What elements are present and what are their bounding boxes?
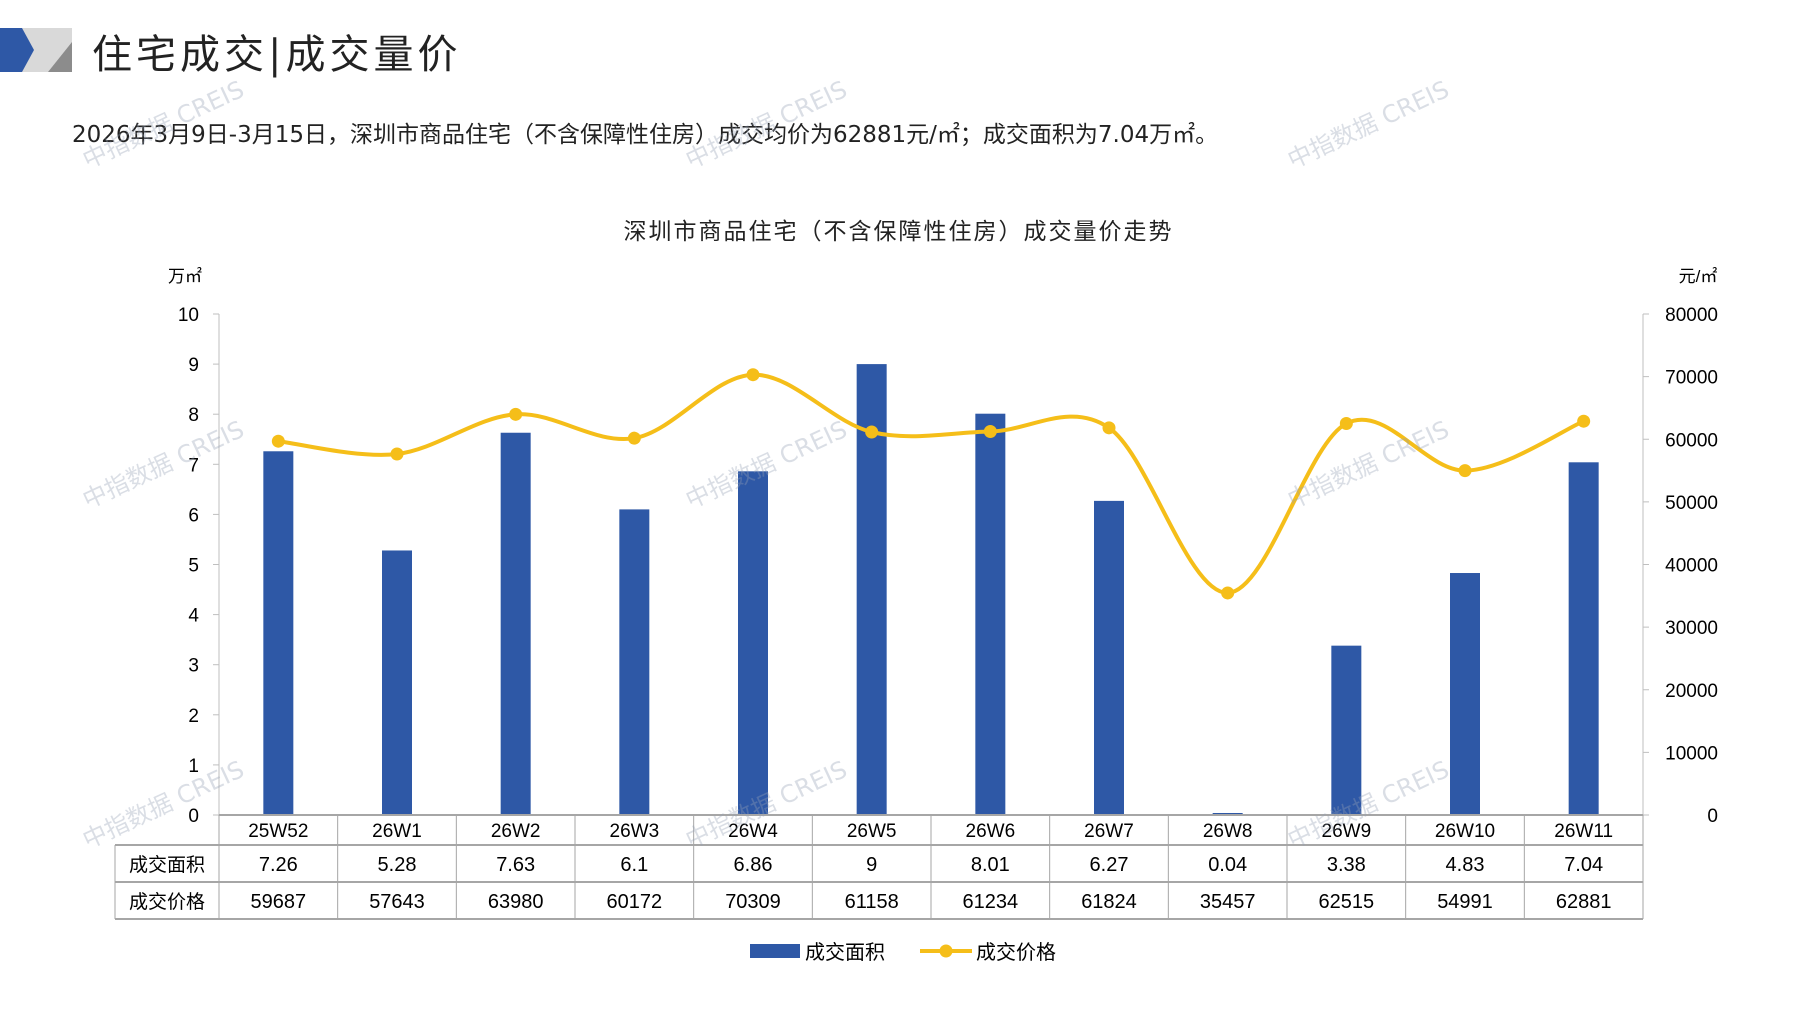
table-area-value: 4.83 [1446, 854, 1485, 876]
price-point-26W8 [1221, 586, 1235, 600]
table-area-value: 6.27 [1090, 854, 1129, 876]
x-tick-label: 26W8 [1203, 821, 1253, 842]
right-tick-label: 70000 [1665, 368, 1718, 389]
price-point-26W1 [390, 447, 404, 461]
legend-label: 成交面积 [805, 941, 885, 964]
right-tick-label: 50000 [1665, 493, 1718, 514]
x-tick-label: 26W6 [966, 821, 1016, 842]
x-tick-label: 26W10 [1435, 821, 1495, 842]
table-price-value: 35457 [1200, 891, 1256, 913]
bar-26W9 [1331, 645, 1362, 815]
table-row-label: 成交价格 [129, 891, 205, 913]
table-price-value: 60172 [607, 891, 663, 913]
price-point-26W9 [1339, 416, 1353, 430]
x-tick-label: 26W7 [1084, 821, 1134, 842]
table-area-value: 7.63 [496, 854, 535, 876]
price-line [278, 372, 1585, 595]
table-area-value: 5.28 [378, 854, 417, 876]
bar-26W11 [1568, 462, 1599, 815]
right-tick-label: 40000 [1665, 556, 1718, 577]
price-point-26W2 [509, 407, 523, 421]
left-tick-label: 3 [188, 656, 199, 677]
bar-26W5 [856, 364, 887, 815]
x-tick-label: 26W5 [847, 821, 897, 842]
price-point-26W4 [746, 368, 760, 382]
left-tick-label: 0 [188, 806, 199, 827]
table-row-label: 成交面积 [129, 854, 205, 876]
left-tick-label: 8 [188, 405, 199, 426]
bar-26W8 [1212, 812, 1243, 815]
table-price-value: 54991 [1437, 891, 1493, 913]
right-tick-label: 80000 [1665, 305, 1718, 326]
price-point-26W10 [1458, 464, 1472, 478]
chart-title: 深圳市商品住宅（不含保障性住房）成交量价走势 [623, 219, 1174, 245]
x-tick-label: 26W1 [372, 821, 422, 842]
left-tick-label: 4 [188, 606, 199, 627]
price-point-25W52 [271, 434, 285, 448]
table-price-value: 63980 [488, 891, 544, 913]
table-area-value: 6.86 [734, 854, 773, 876]
legend-line-marker [939, 944, 953, 958]
table-area-value: 7.26 [259, 854, 298, 876]
left-tick-label: 6 [188, 505, 199, 526]
x-tick-label: 26W3 [610, 821, 660, 842]
x-tick-label: 26W9 [1322, 821, 1372, 842]
x-tick-label: 26W11 [1554, 821, 1613, 842]
price-point-26W11 [1577, 414, 1591, 428]
bar-26W6 [975, 413, 1006, 815]
table-area-value: 8.01 [971, 854, 1010, 876]
table-price-value: 59687 [251, 891, 307, 913]
legend-bar-swatch [750, 944, 800, 958]
left-tick-label: 1 [188, 756, 199, 777]
page-title: 住宅成交|成交量价 [92, 32, 462, 78]
bar-26W2 [500, 432, 531, 815]
summary-text: 2026年3月9日-3月15日，深圳市商品住宅（不含保障性住房）成交均价为628… [72, 122, 1219, 148]
right-tick-label: 20000 [1665, 681, 1718, 702]
table-price-value: 61234 [963, 891, 1019, 913]
legend-label: 成交价格 [976, 941, 1056, 964]
header-logo [0, 28, 72, 72]
table-price-value: 70309 [725, 891, 781, 913]
price-point-26W5 [865, 425, 879, 439]
x-tick-label: 26W4 [728, 821, 778, 842]
bar-26W3 [619, 509, 650, 815]
left-axis-unit: 万㎡ [168, 267, 202, 286]
x-tick-label: 26W2 [491, 821, 541, 842]
table-price-value: 61158 [845, 891, 899, 913]
left-tick-label: 10 [178, 305, 199, 326]
left-tick-label: 7 [188, 455, 199, 476]
right-tick-label: 60000 [1665, 430, 1718, 451]
bar-26W10 [1450, 573, 1480, 815]
left-tick-label: 5 [188, 556, 199, 577]
right-tick-label: 30000 [1665, 618, 1718, 639]
table-price-value: 62515 [1319, 891, 1375, 913]
table-price-value: 62881 [1556, 891, 1612, 913]
right-tick-label: 10000 [1665, 743, 1718, 764]
table-price-value: 57643 [369, 891, 425, 913]
bar-25W52 [263, 451, 294, 815]
left-tick-label: 9 [188, 355, 199, 376]
table-area-value: 6.1 [620, 854, 648, 876]
right-tick-label: 0 [1707, 806, 1718, 827]
bar-26W1 [382, 550, 412, 815]
x-tick-label: 25W52 [248, 821, 308, 842]
table-area-value: 7.04 [1564, 854, 1603, 876]
price-point-26W3 [627, 431, 641, 445]
left-tick-label: 2 [188, 706, 199, 727]
right-axis-unit: 元/㎡ [1679, 267, 1718, 286]
table-price-value: 61824 [1081, 891, 1137, 913]
bar-26W7 [1094, 500, 1124, 815]
table-area-value: 3.38 [1327, 854, 1366, 876]
table-area-value: 0.04 [1208, 854, 1247, 876]
price-point-26W7 [1102, 421, 1116, 435]
bar-26W4 [738, 471, 768, 815]
price-point-26W6 [983, 425, 997, 439]
table-area-value: 9 [866, 854, 877, 876]
